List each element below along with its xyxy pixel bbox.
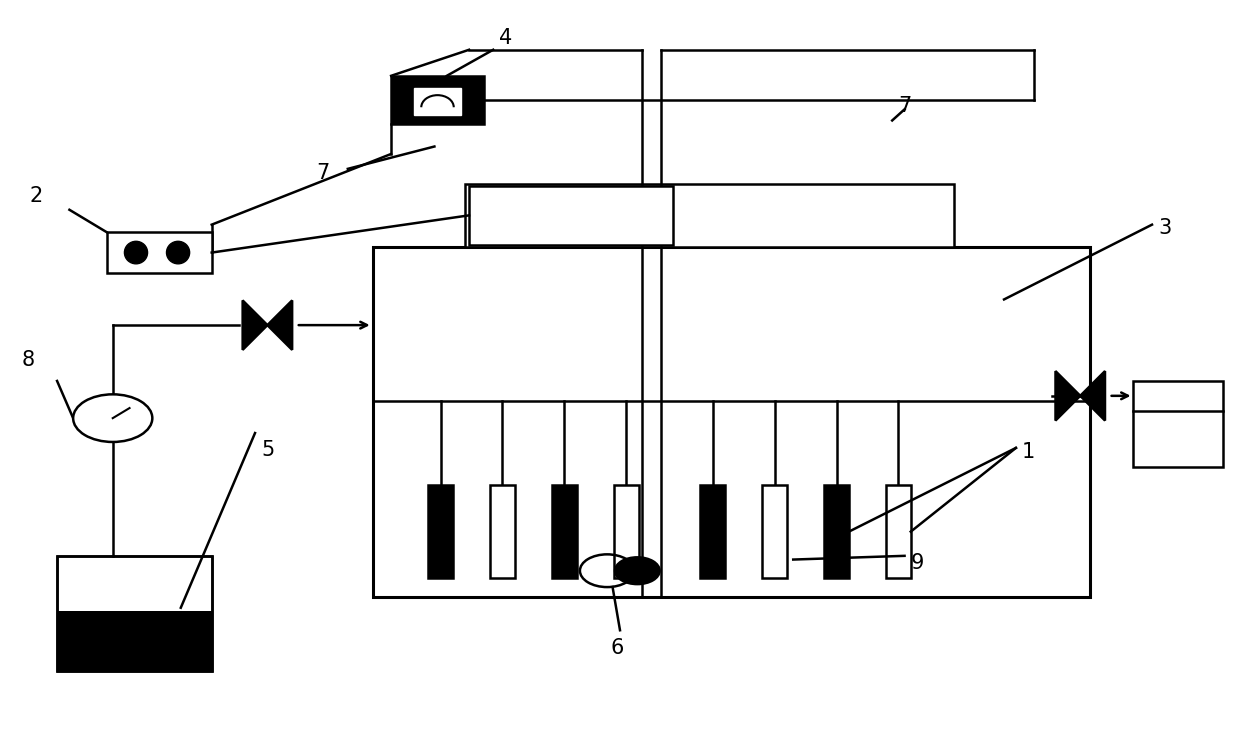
Text: 6: 6 bbox=[611, 638, 624, 657]
Text: 1: 1 bbox=[1022, 441, 1035, 462]
Polygon shape bbox=[268, 300, 293, 350]
Text: 2: 2 bbox=[30, 186, 42, 206]
Polygon shape bbox=[1080, 371, 1105, 421]
Bar bbox=[372, 247, 1090, 597]
Bar bbox=[552, 485, 577, 578]
Text: 8: 8 bbox=[22, 350, 35, 370]
Text: 9: 9 bbox=[910, 554, 924, 573]
Bar bbox=[107, 232, 212, 273]
Bar bbox=[57, 611, 212, 672]
Text: 7: 7 bbox=[316, 163, 330, 182]
Text: 7: 7 bbox=[898, 96, 911, 116]
Bar bbox=[391, 75, 484, 124]
Circle shape bbox=[73, 394, 153, 442]
Bar bbox=[490, 485, 515, 578]
Ellipse shape bbox=[124, 241, 148, 264]
Bar bbox=[825, 485, 849, 578]
Bar bbox=[1133, 381, 1223, 467]
Bar bbox=[57, 556, 212, 672]
Bar bbox=[428, 485, 453, 578]
Text: 4: 4 bbox=[500, 28, 512, 48]
Polygon shape bbox=[243, 300, 268, 350]
Bar bbox=[887, 485, 910, 578]
Bar bbox=[414, 88, 461, 114]
Text: 5: 5 bbox=[262, 441, 274, 460]
Bar bbox=[614, 485, 639, 578]
Bar bbox=[465, 184, 954, 247]
Ellipse shape bbox=[166, 241, 190, 264]
Bar bbox=[469, 186, 673, 245]
Text: 3: 3 bbox=[1158, 218, 1172, 238]
Polygon shape bbox=[1055, 371, 1080, 421]
Bar bbox=[57, 556, 212, 672]
Bar bbox=[763, 485, 787, 578]
Circle shape bbox=[615, 557, 660, 584]
Bar bbox=[701, 485, 725, 578]
